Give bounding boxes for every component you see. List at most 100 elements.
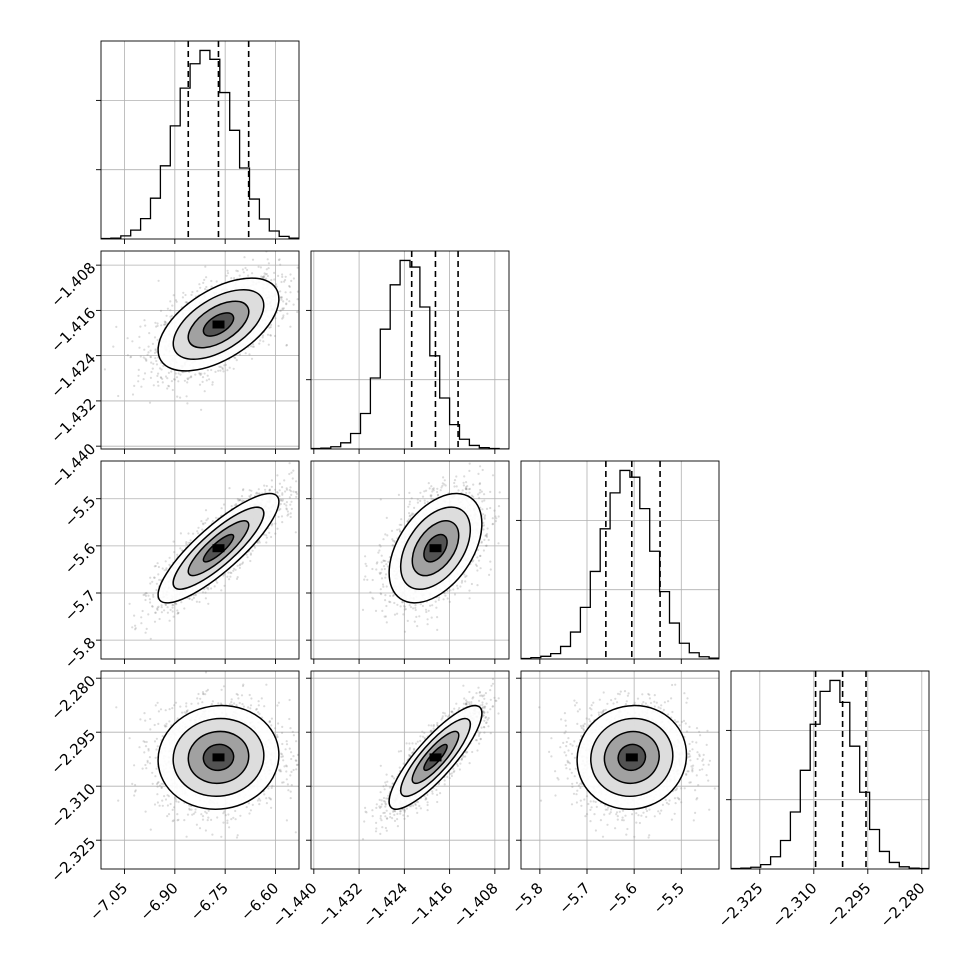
- panel-p3-p2: [306, 460, 510, 664]
- sample-point: [269, 334, 272, 337]
- sample-point: [185, 395, 188, 398]
- sample-point: [185, 301, 188, 304]
- sample-point: [201, 522, 205, 525]
- sample-point: [266, 333, 270, 336]
- sample-point: [258, 541, 261, 544]
- sample-point: [154, 611, 157, 614]
- sample-point: [179, 396, 182, 399]
- sample-point: [144, 324, 147, 327]
- sample-point: [279, 309, 282, 312]
- sample-point: [155, 607, 159, 610]
- sample-point: [194, 593, 197, 596]
- sample-point: [176, 553, 179, 556]
- sample-point: [290, 493, 293, 496]
- sample-point: [261, 275, 264, 279]
- sample-point: [278, 258, 281, 261]
- sample-point: [436, 628, 439, 632]
- sample-point: [268, 489, 271, 492]
- sample-point: [157, 372, 160, 375]
- sample-point: [265, 541, 268, 544]
- sample-point: [278, 489, 281, 492]
- sample-point: [160, 611, 163, 614]
- sample-point: [277, 515, 280, 518]
- sample-point: [158, 367, 162, 370]
- sample-point: [153, 620, 157, 623]
- sample-point: [192, 596, 195, 600]
- sample-point: [289, 515, 292, 519]
- sample-point: [153, 576, 156, 579]
- sample-point: [277, 324, 280, 328]
- sample-point: [190, 375, 193, 378]
- sample-point: [170, 370, 173, 373]
- sample-point: [154, 564, 157, 568]
- sample-point: [144, 594, 148, 598]
- sample-point: [201, 376, 205, 379]
- sample-point: [177, 372, 180, 375]
- sample-point: [220, 589, 223, 592]
- sample-point: [239, 563, 242, 566]
- sample-point: [241, 489, 245, 492]
- sample-point: [145, 592, 148, 595]
- sample-point: [156, 606, 159, 609]
- sample-point: [279, 498, 282, 501]
- sample-point: [280, 280, 283, 284]
- y-tick-label: −5.6: [61, 539, 99, 577]
- sample-point: [198, 283, 201, 286]
- sample-point: [173, 551, 176, 554]
- sample-point: [375, 562, 378, 565]
- sample-point: [174, 299, 178, 302]
- sample-point: [177, 380, 180, 383]
- panel-frame: [100, 460, 300, 660]
- sample-point: [281, 499, 284, 502]
- sample-point: [384, 576, 387, 579]
- sample-point: [465, 481, 468, 484]
- panel-p1-p1: [96, 40, 300, 244]
- sample-point: [159, 376, 162, 379]
- sample-point: [262, 334, 265, 337]
- sample-point: [217, 369, 220, 372]
- sample-point: [290, 471, 293, 474]
- sample-point: [152, 362, 155, 365]
- sample-point: [230, 505, 233, 508]
- y-tick-label: −1.440: [47, 440, 99, 492]
- sample-point: [482, 513, 485, 516]
- sample-point: [365, 564, 368, 568]
- sample-point: [483, 516, 486, 519]
- sample-point: [247, 274, 250, 277]
- y-tick-label: −1.416: [47, 304, 99, 356]
- sample-point: [173, 378, 176, 381]
- sample-point: [426, 500, 429, 503]
- sample-point: [255, 491, 258, 494]
- sample-point: [156, 380, 159, 383]
- sample-point: [430, 497, 433, 500]
- sample-point: [160, 324, 163, 327]
- sample-point: [300, 495, 302, 497]
- sample-point: [282, 300, 285, 303]
- sample-point: [160, 368, 163, 371]
- sample-point: [205, 276, 208, 279]
- sample-point: [477, 472, 480, 475]
- sample-point: [188, 597, 191, 600]
- sample-point: [302, 308, 304, 310]
- sample-point: [222, 574, 225, 577]
- sample-point: [144, 357, 147, 360]
- sample-point: [166, 387, 169, 390]
- sample-point: [164, 323, 167, 326]
- sample-point: [157, 279, 160, 282]
- sample-point: [221, 366, 224, 369]
- sample-point: [299, 303, 301, 305]
- panel-p3-p1: −5.8−5.7−5.6−5.5: [61, 460, 302, 672]
- sample-point: [172, 603, 175, 607]
- sample-point: [210, 368, 213, 372]
- sample-point: [149, 356, 152, 359]
- sample-point: [296, 310, 299, 314]
- panel-frame: [310, 250, 510, 450]
- sample-point: [281, 486, 284, 489]
- sample-point: [295, 492, 298, 495]
- sample-point: [204, 288, 207, 291]
- sample-point: [288, 285, 291, 288]
- sample-point: [190, 376, 193, 379]
- sample-point: [126, 354, 129, 357]
- sample-point: [201, 528, 204, 531]
- sample-point: [285, 343, 288, 347]
